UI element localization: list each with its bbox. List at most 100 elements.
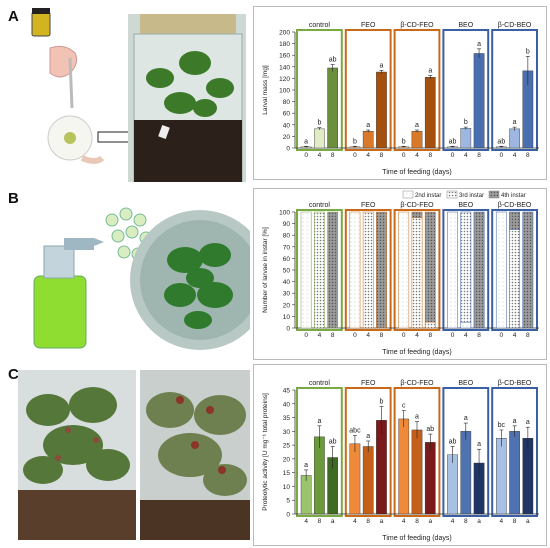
x-tick-label: 4 [464, 332, 468, 339]
legend-swatch-3 [488, 190, 500, 199]
legend-label-3: 4th instar [501, 193, 526, 199]
significance-letter: a [366, 122, 370, 129]
x-axis-label: Time of feeding (days) [382, 349, 451, 356]
significance-letter: a [513, 119, 517, 126]
bar-feo-0 [349, 443, 361, 515]
y-tick-label: 60 [283, 111, 291, 118]
y-tick-label: 70 [283, 244, 291, 251]
group-frame-beo [442, 387, 490, 517]
x-tick-label: 4 [415, 332, 419, 339]
bar-b-cd-feo-2 [424, 77, 436, 149]
oil-vial-icon [31, 11, 51, 37]
significance-letter: ab [497, 138, 505, 145]
y-axis-label: Larval mass [mg] [262, 65, 269, 115]
y-tick-label: 40 [283, 122, 291, 129]
x-tick-label: 4 [415, 152, 419, 159]
spray-bottle-icon [33, 275, 87, 349]
x-tick-label: a [380, 518, 384, 525]
bar-feo-1 [362, 130, 374, 149]
x-tick-label: 0 [402, 152, 406, 159]
bar-control-0 [300, 475, 312, 515]
group-label-control: control [309, 202, 330, 209]
x-tick-label: 0 [353, 152, 357, 159]
bar-segment-beo [460, 321, 472, 329]
significance-letter: b [402, 138, 406, 145]
bar-segment-control [327, 211, 339, 329]
bar-b-cd-feo-2 [424, 442, 436, 515]
group-label-b-cd-feo: β-CD-FEO [400, 380, 434, 387]
bar-segment-b-cd-feo [411, 211, 423, 219]
x-tick-label: 4 [366, 152, 370, 159]
group-frame-control [296, 387, 343, 517]
y-tick-label: 25 [283, 443, 291, 450]
significance-letter: a [366, 433, 370, 440]
group-frame-b-cd-feo [393, 209, 441, 331]
x-tick-label: 4 [402, 518, 406, 525]
significance-letter: a [380, 62, 384, 69]
y-axis-label: Proteolytic activity [U mg⁻¹ total prote… [262, 393, 269, 511]
group-frame-beo [442, 209, 490, 331]
significance-letter: b [464, 119, 468, 126]
group-label-beo: BEO [458, 380, 473, 387]
significance-letter: a [477, 441, 481, 448]
legend-swatch-1 [402, 190, 414, 199]
bar-segment-control [300, 211, 312, 329]
chart-d-larval-mass: control FEO β-CD-FEO BEO β-CD-BEO02040608010… [262, 22, 539, 176]
group-frame-b-cd-feo [393, 387, 441, 517]
y-tick-label: 50 [283, 268, 291, 275]
x-tick-label: 8 [477, 332, 481, 339]
x-tick-label: 4 [318, 152, 322, 159]
group-frame-control [296, 29, 343, 151]
significance-letter: bc [498, 422, 506, 429]
x-tick-label: 8 [477, 152, 481, 159]
y-tick-label: 30 [283, 429, 291, 436]
y-tick-label: 80 [283, 233, 291, 240]
group-label-b-cd-beo: β-CD-BEO [498, 202, 532, 209]
bar-segment-feo [362, 211, 374, 329]
y-tick-label: 60 [283, 256, 291, 263]
bar-segment-b-cd-feo [424, 321, 436, 329]
y-axis-label: Number of larvae in instar [%] [262, 227, 269, 313]
group-label-b-cd-beo: β-CD-BEO [498, 380, 532, 387]
group-frame-control [296, 209, 343, 331]
bar-segment-beo [460, 211, 472, 323]
x-tick-label: 4 [366, 332, 370, 339]
group-frame-b-cd-feo [393, 29, 441, 151]
significance-letter: a [464, 415, 468, 422]
group-label-beo: BEO [458, 22, 473, 29]
panel-letter-b: B [8, 190, 19, 207]
x-tick-label: 8 [464, 518, 468, 525]
bar-b-cd-beo-0 [495, 438, 507, 515]
y-tick-label: 140 [279, 64, 290, 71]
bar-beo-1 [460, 128, 472, 149]
bar-beo-1 [460, 431, 472, 515]
significance-letter: a [415, 122, 419, 129]
panel-c-photo-right [140, 370, 250, 540]
x-tick-label: 8 [380, 332, 384, 339]
bar-feo-2 [376, 420, 387, 515]
bar-segment-b-cd-beo [509, 229, 520, 329]
y-tick-label: 30 [283, 291, 291, 298]
group-frame-feo [344, 29, 392, 151]
significance-letter: a [317, 418, 321, 425]
x-tick-label: 8 [366, 518, 370, 525]
significance-letter: abc [349, 427, 361, 434]
group-frame-beo [442, 29, 490, 151]
hand-icon [49, 45, 78, 78]
group-label-control: control [309, 22, 330, 29]
x-tick-label: 0 [304, 332, 308, 339]
significance-letter: a [477, 41, 481, 48]
x-tick-label: 0 [451, 152, 455, 159]
legend-label-1: 2nd instar [415, 193, 441, 199]
bar-b-cd-beo-1 [509, 128, 520, 149]
panel-letter-a: A [8, 8, 19, 25]
y-tick-label: 120 [279, 76, 290, 83]
group-label-b-cd-feo: β-CD-FEO [400, 22, 434, 29]
x-tick-label: 0 [353, 332, 357, 339]
x-tick-label: 4 [451, 518, 455, 525]
bar-b-cd-beo-2 [522, 438, 534, 515]
bar-segment-b-cd-feo [424, 211, 436, 323]
y-tick-label: 45 [283, 388, 291, 395]
y-tick-label: 160 [279, 53, 290, 60]
x-tick-label: 4 [513, 152, 517, 159]
